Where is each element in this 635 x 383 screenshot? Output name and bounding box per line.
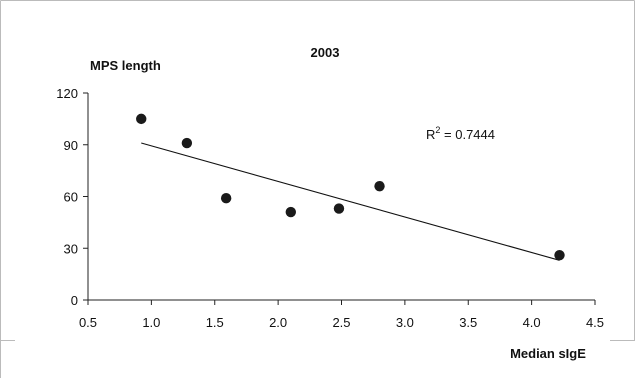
chart-title: 2003 bbox=[311, 45, 340, 60]
x-tick-label: 4.0 bbox=[523, 315, 541, 330]
x-tick-label: 0.5 bbox=[79, 315, 97, 330]
data-point bbox=[181, 137, 193, 149]
y-tick-label: 60 bbox=[64, 190, 78, 205]
trendline bbox=[141, 142, 560, 261]
r-squared-prefix: R bbox=[426, 127, 435, 142]
data-point bbox=[220, 193, 232, 204]
x-tick-label: 1.0 bbox=[142, 315, 160, 330]
y-tick-label: 30 bbox=[64, 241, 78, 256]
points-layer bbox=[136, 113, 565, 261]
data-point bbox=[554, 249, 565, 261]
x-tick-label: 2.0 bbox=[269, 315, 287, 330]
data-point bbox=[136, 113, 147, 125]
y-tick-label: 0 bbox=[71, 293, 78, 308]
r-squared-superscript: 2 bbox=[435, 125, 440, 135]
y-tick-label: 120 bbox=[56, 86, 78, 101]
y-tick-label: 90 bbox=[64, 138, 78, 153]
y-axis-title: MPS length bbox=[90, 58, 161, 73]
r-squared-value: = 0.7444 bbox=[440, 127, 495, 142]
x-axis-title: Median sIgE bbox=[510, 346, 586, 361]
axes: 0.5 1.0 1.5 2.0 2.5 3.0 3.5 4.0 4.5 0 30 60 90 120 bbox=[56, 86, 604, 330]
data-point bbox=[285, 206, 296, 218]
x-tick-label: 1.5 bbox=[206, 315, 224, 330]
x-tick-label: 2.5 bbox=[332, 315, 350, 330]
x-tick-label: 3.0 bbox=[396, 315, 414, 330]
data-point bbox=[374, 180, 385, 192]
x-tick-label: 3.5 bbox=[459, 315, 477, 330]
r-squared-label: R2 = 0.7444 bbox=[426, 125, 495, 142]
data-point bbox=[333, 203, 345, 214]
x-tick-label: 4.5 bbox=[586, 315, 604, 330]
trendline-layer bbox=[141, 142, 560, 261]
